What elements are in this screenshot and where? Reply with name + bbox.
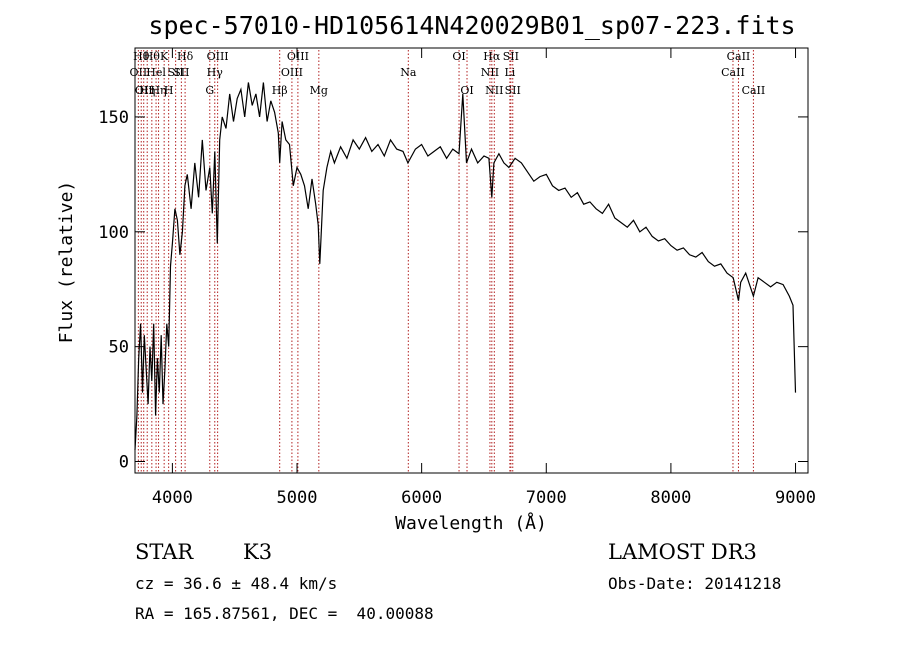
line-marker-label: OI bbox=[452, 50, 465, 63]
line-marker-label: OIII bbox=[207, 50, 229, 63]
x-axis-ticks: 4000 5000 6000 7000 8000 9000 bbox=[152, 48, 816, 508]
line-marker-label: Hel bbox=[146, 66, 166, 79]
y-axis-label: Flux (relative) bbox=[56, 181, 77, 344]
line-marker-label: Hη bbox=[139, 84, 155, 97]
line-marker-label: Hβ bbox=[272, 84, 288, 97]
object-subclass: K3 bbox=[243, 540, 273, 564]
line-marker-label: SII bbox=[168, 66, 184, 79]
obs-date-text: Obs-Date: 20141218 bbox=[608, 574, 782, 593]
spectrum-line bbox=[134, 82, 797, 451]
line-marker-label: Mg bbox=[310, 84, 328, 97]
x-tick-label: 9000 bbox=[775, 488, 816, 508]
x-tick-label: 8000 bbox=[650, 488, 691, 508]
spectral-line-markers bbox=[137, 50, 754, 473]
line-marker-label: OIII bbox=[287, 50, 309, 63]
line-marker-label: SII bbox=[173, 66, 189, 79]
line-marker-label: NII bbox=[485, 84, 503, 97]
line-marker-label: OIII bbox=[281, 66, 303, 79]
redshift-text: cz = 36.6 ± 48.4 km/s bbox=[135, 574, 338, 593]
line-marker-label: SII bbox=[503, 50, 519, 63]
line-marker-label: CaII bbox=[742, 84, 766, 97]
line-marker-label: G bbox=[205, 84, 214, 97]
x-tick-label: 4000 bbox=[152, 488, 193, 508]
x-tick-label: 7000 bbox=[526, 488, 567, 508]
line-marker-label: Na bbox=[400, 66, 417, 79]
x-axis-label: Wavelength (Å) bbox=[395, 512, 547, 534]
survey-label: LAMOST DR3 bbox=[608, 540, 757, 564]
object-class: STAR bbox=[135, 540, 194, 564]
line-marker-label: OII bbox=[130, 66, 148, 79]
line-marker-label: OII bbox=[135, 84, 153, 97]
line-marker-label: Hη bbox=[150, 84, 166, 97]
line-marker-label: Hθ bbox=[133, 50, 150, 63]
y-tick-label: 100 bbox=[98, 223, 129, 243]
x-tick-label: 6000 bbox=[401, 488, 442, 508]
y-tick-label: 0 bbox=[119, 453, 129, 473]
line-marker-label: Li bbox=[504, 66, 515, 79]
chart-title: spec-57010-HD105614N420029B01_sp07-223.f… bbox=[148, 11, 795, 40]
line-marker-label: NII bbox=[481, 66, 499, 79]
line-marker-label: Hθ bbox=[144, 50, 161, 63]
coordinates-text: RA = 165.87561, DEC = 40.00088 bbox=[135, 604, 434, 623]
line-marker-label: K bbox=[160, 50, 169, 63]
y-axis-ticks: 0 50 100 150 bbox=[98, 108, 808, 473]
line-marker-label: CaII bbox=[727, 50, 751, 63]
plot-frame bbox=[134, 47, 809, 474]
y-tick-label: 150 bbox=[98, 108, 129, 128]
y-tick-label: 50 bbox=[109, 338, 129, 358]
line-marker-label: Hα bbox=[483, 50, 501, 63]
x-tick-label: 5000 bbox=[277, 488, 318, 508]
line-marker-label: H bbox=[164, 84, 174, 97]
line-marker-label: CaII bbox=[721, 66, 745, 79]
line-marker-label: Hγ bbox=[207, 66, 224, 79]
line-marker-label: SII bbox=[505, 84, 521, 97]
line-marker-label: Hδ bbox=[177, 50, 194, 63]
line-marker-label: OI bbox=[460, 84, 473, 97]
spectral-line-labels: OIIHθOIIHηHθHelHηKHSIISIIHδGHγOIIIHβOIII… bbox=[130, 50, 766, 97]
